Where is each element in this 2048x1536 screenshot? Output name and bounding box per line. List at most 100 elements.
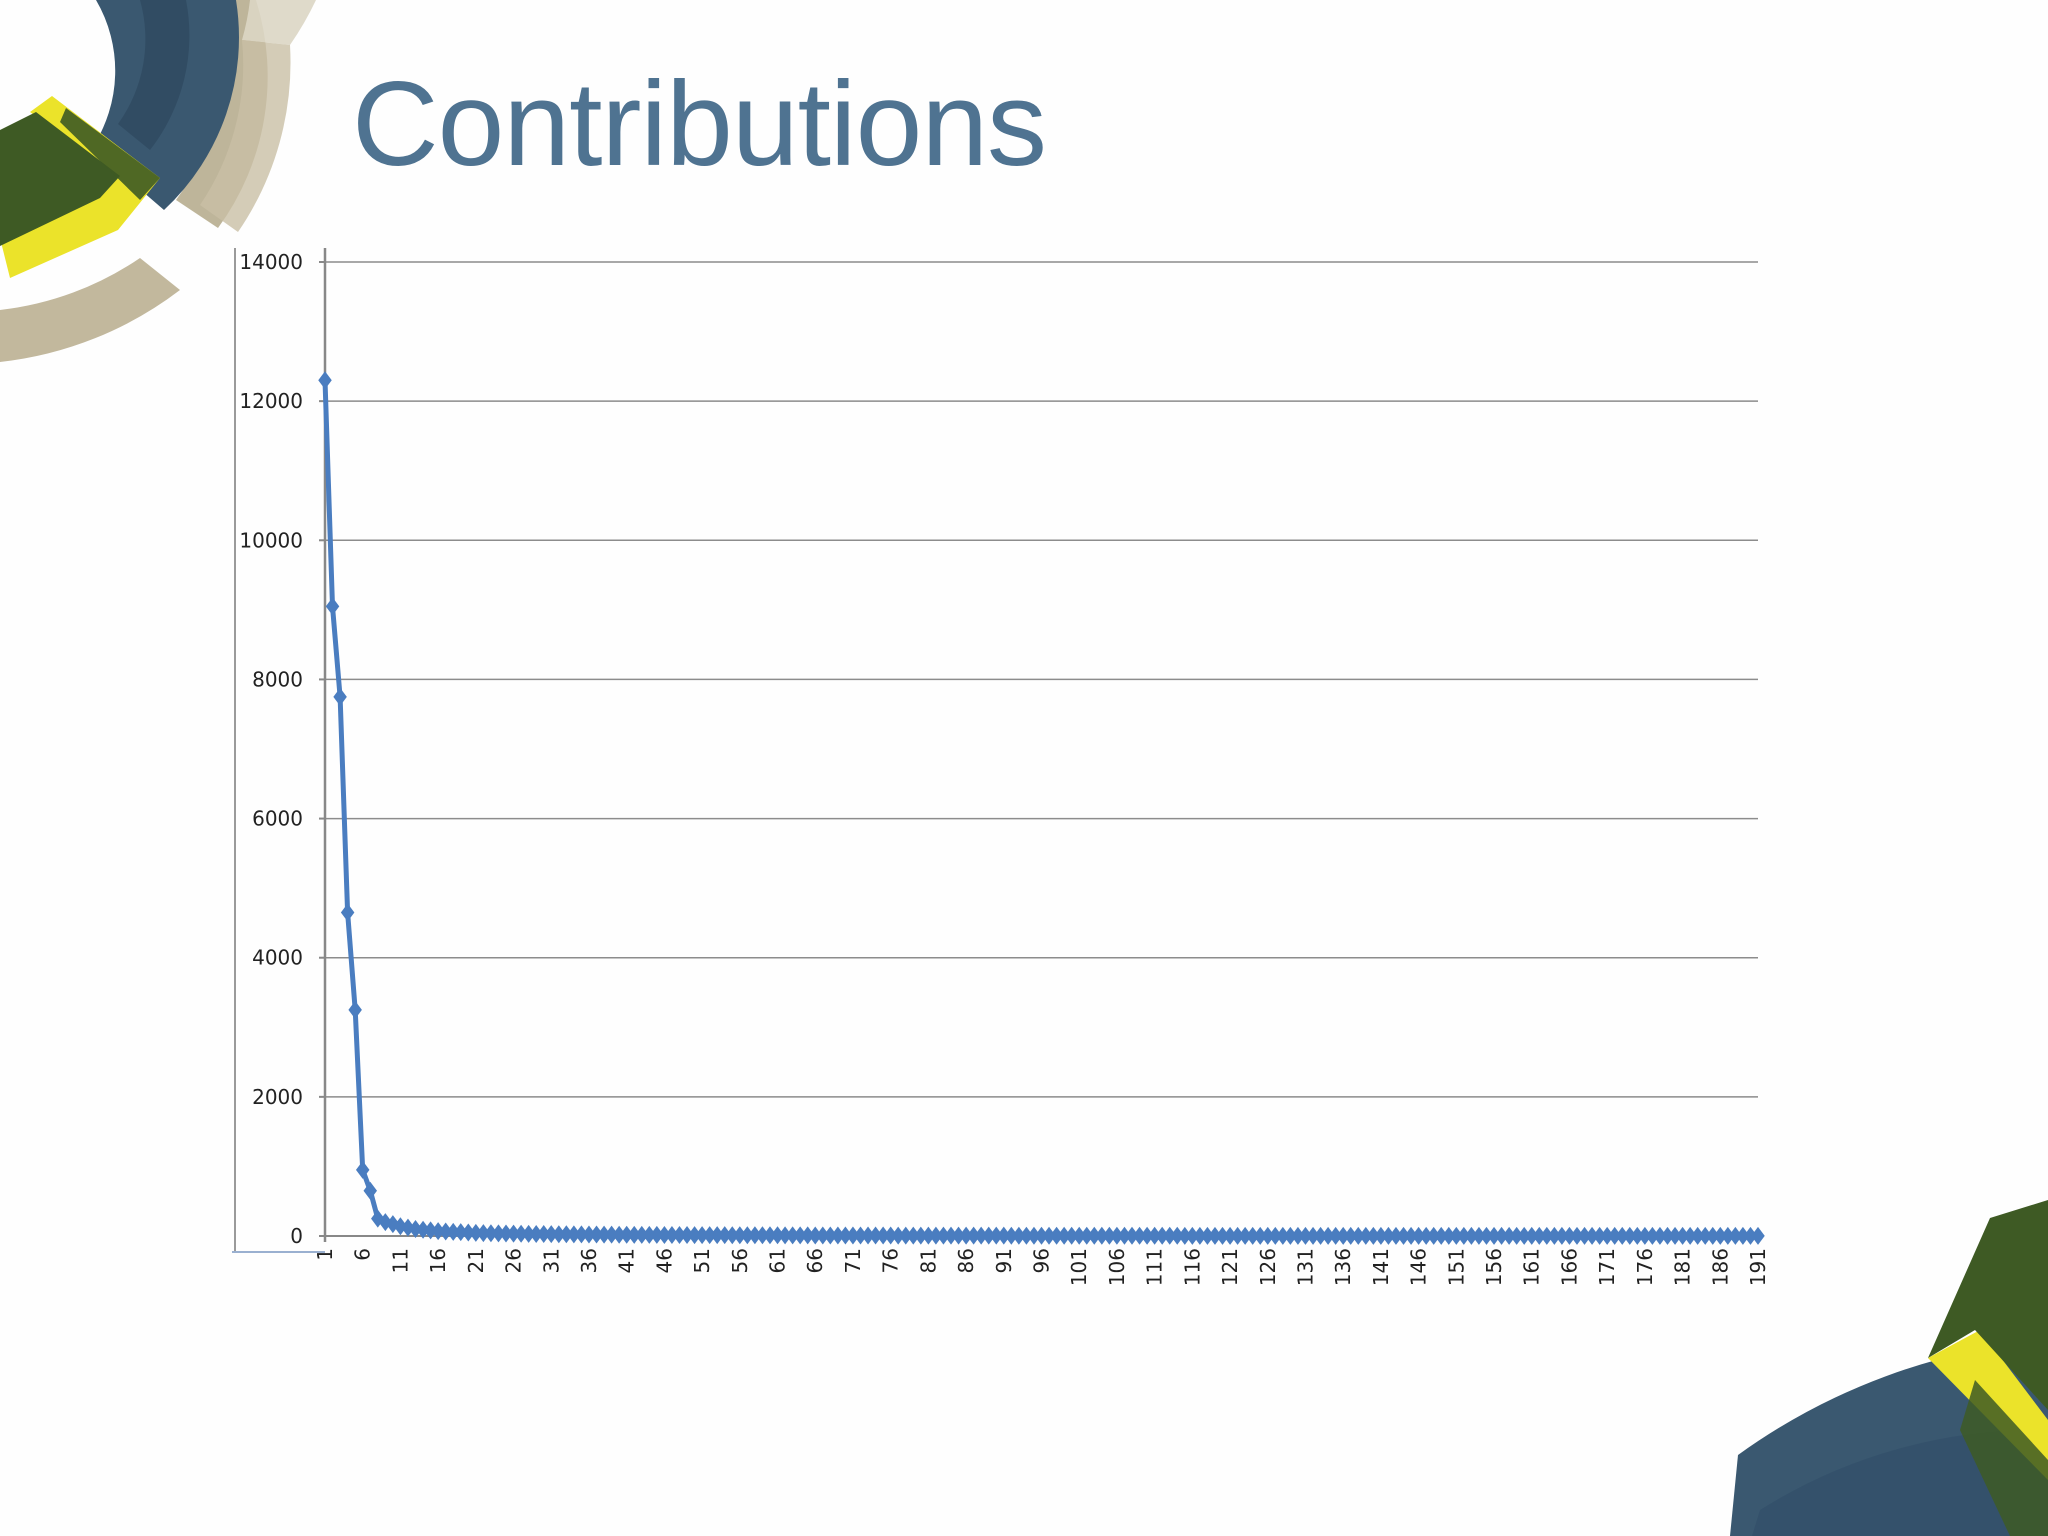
data-point-136 — [1336, 1226, 1350, 1245]
data-point-176 — [1638, 1226, 1652, 1245]
y-tick-label-10000: 10000 — [239, 528, 303, 552]
data-point-169 — [1585, 1226, 1599, 1245]
data-point-137 — [1343, 1226, 1358, 1245]
data-point-81 — [921, 1226, 936, 1245]
y-tick-label-4000: 4000 — [252, 946, 303, 970]
data-point-117 — [1193, 1226, 1207, 1245]
x-tick-label-166: 166 — [1557, 1248, 1581, 1286]
data-point-64 — [793, 1226, 807, 1245]
data-point-65 — [800, 1226, 815, 1245]
data-point-63 — [785, 1226, 800, 1245]
data-point-185 — [1705, 1226, 1720, 1245]
data-point-23 — [484, 1224, 498, 1243]
x-tick-label-56: 56 — [728, 1248, 752, 1273]
data-point-158 — [1502, 1226, 1516, 1245]
data-point-189 — [1736, 1226, 1750, 1245]
data-point-140 — [1366, 1226, 1381, 1245]
data-point-93 — [1012, 1226, 1026, 1245]
x-tick-label-31: 31 — [539, 1248, 563, 1273]
slide-title: Contributions — [352, 57, 1047, 191]
data-point-18 — [446, 1222, 460, 1241]
data-point-32 — [552, 1225, 566, 1244]
data-point-150 — [1442, 1226, 1456, 1245]
data-point-55 — [725, 1226, 740, 1245]
data-point-54 — [717, 1226, 732, 1245]
x-tick-label-116: 116 — [1180, 1248, 1204, 1286]
data-point-31 — [544, 1225, 559, 1244]
data-point-6 — [355, 1160, 370, 1179]
x-tick-label-161: 161 — [1520, 1248, 1544, 1286]
data-point-118 — [1200, 1226, 1215, 1245]
y-axis-tick-labels: 0 2000 4000 6000 8000 10000 12000 14000 — [239, 250, 303, 1248]
data-point-171 — [1600, 1226, 1614, 1245]
data-point-181 — [1675, 1226, 1690, 1245]
x-tick-label-81: 81 — [916, 1248, 940, 1273]
data-point-177 — [1645, 1226, 1660, 1245]
data-point-47 — [665, 1225, 679, 1244]
data-point-99 — [1057, 1226, 1071, 1245]
data-point-125 — [1253, 1226, 1267, 1245]
data-point-43 — [635, 1225, 649, 1244]
x-tick-label-51: 51 — [690, 1248, 714, 1273]
data-point-112 — [1155, 1226, 1169, 1245]
data-point-35 — [574, 1225, 589, 1244]
data-point-146 — [1411, 1226, 1426, 1245]
data-point-50 — [687, 1226, 702, 1245]
data-point-128 — [1276, 1226, 1290, 1245]
data-point-67 — [816, 1226, 830, 1245]
data-point-76 — [883, 1226, 898, 1245]
data-point-121 — [1223, 1226, 1237, 1245]
y-tick-label-12000: 12000 — [239, 389, 303, 413]
data-point-174 — [1623, 1226, 1637, 1245]
data-point-114 — [1170, 1226, 1185, 1245]
data-point-20 — [461, 1223, 476, 1242]
x-tick-label-66: 66 — [803, 1248, 827, 1273]
x-tick-label-6: 6 — [351, 1248, 375, 1261]
corner-decoration-top-left — [0, 0, 316, 362]
series-contributions — [318, 371, 1765, 1245]
data-point-167 — [1570, 1226, 1584, 1245]
data-point-46 — [657, 1225, 672, 1244]
data-point-166 — [1562, 1226, 1577, 1245]
data-point-100 — [1064, 1226, 1079, 1245]
data-point-79 — [906, 1226, 921, 1245]
x-tick-label-191: 191 — [1746, 1248, 1770, 1286]
data-point-102 — [1080, 1226, 1094, 1245]
x-tick-label-156: 156 — [1482, 1248, 1506, 1286]
data-point-38 — [597, 1225, 611, 1244]
data-point-162 — [1532, 1226, 1547, 1245]
x-tick-label-21: 21 — [464, 1248, 488, 1273]
data-point-142 — [1381, 1226, 1396, 1245]
data-point-159 — [1509, 1226, 1524, 1245]
data-point-82 — [929, 1226, 943, 1245]
gridlines — [325, 261, 1758, 1098]
data-point-3 — [333, 687, 347, 706]
data-point-161 — [1524, 1226, 1539, 1245]
data-point-26 — [506, 1224, 521, 1243]
data-point-120 — [1215, 1226, 1230, 1245]
data-point-90 — [989, 1226, 1003, 1245]
data-point-17 — [438, 1222, 453, 1241]
data-point-77 — [891, 1226, 905, 1245]
y-tick-label-0: 0 — [290, 1224, 303, 1248]
data-point-103 — [1087, 1226, 1102, 1245]
data-point-111 — [1147, 1226, 1162, 1245]
data-point-148 — [1426, 1226, 1441, 1245]
x-axis-tick-labels: 1 6 11 16 21 26 31 36 41 46 51 56 61 66 71 76 81 86 91 96 10… — [313, 1248, 1770, 1286]
x-tick-label-181: 181 — [1671, 1248, 1695, 1286]
data-point-89 — [981, 1226, 996, 1245]
data-point-131 — [1298, 1226, 1313, 1245]
x-tick-label-36: 36 — [577, 1248, 601, 1273]
data-point-45 — [650, 1225, 664, 1244]
data-point-109 — [1132, 1226, 1147, 1245]
data-point-24 — [491, 1224, 506, 1243]
x-tick-label-61: 61 — [766, 1248, 790, 1273]
data-point-180 — [1668, 1226, 1682, 1245]
x-tick-label-176: 176 — [1633, 1248, 1657, 1286]
axes — [232, 248, 1758, 1253]
data-point-87 — [966, 1226, 981, 1245]
x-tick-label-186: 186 — [1708, 1248, 1732, 1286]
data-point-119 — [1208, 1226, 1222, 1245]
data-point-155 — [1479, 1226, 1494, 1245]
data-point-86 — [959, 1226, 973, 1245]
